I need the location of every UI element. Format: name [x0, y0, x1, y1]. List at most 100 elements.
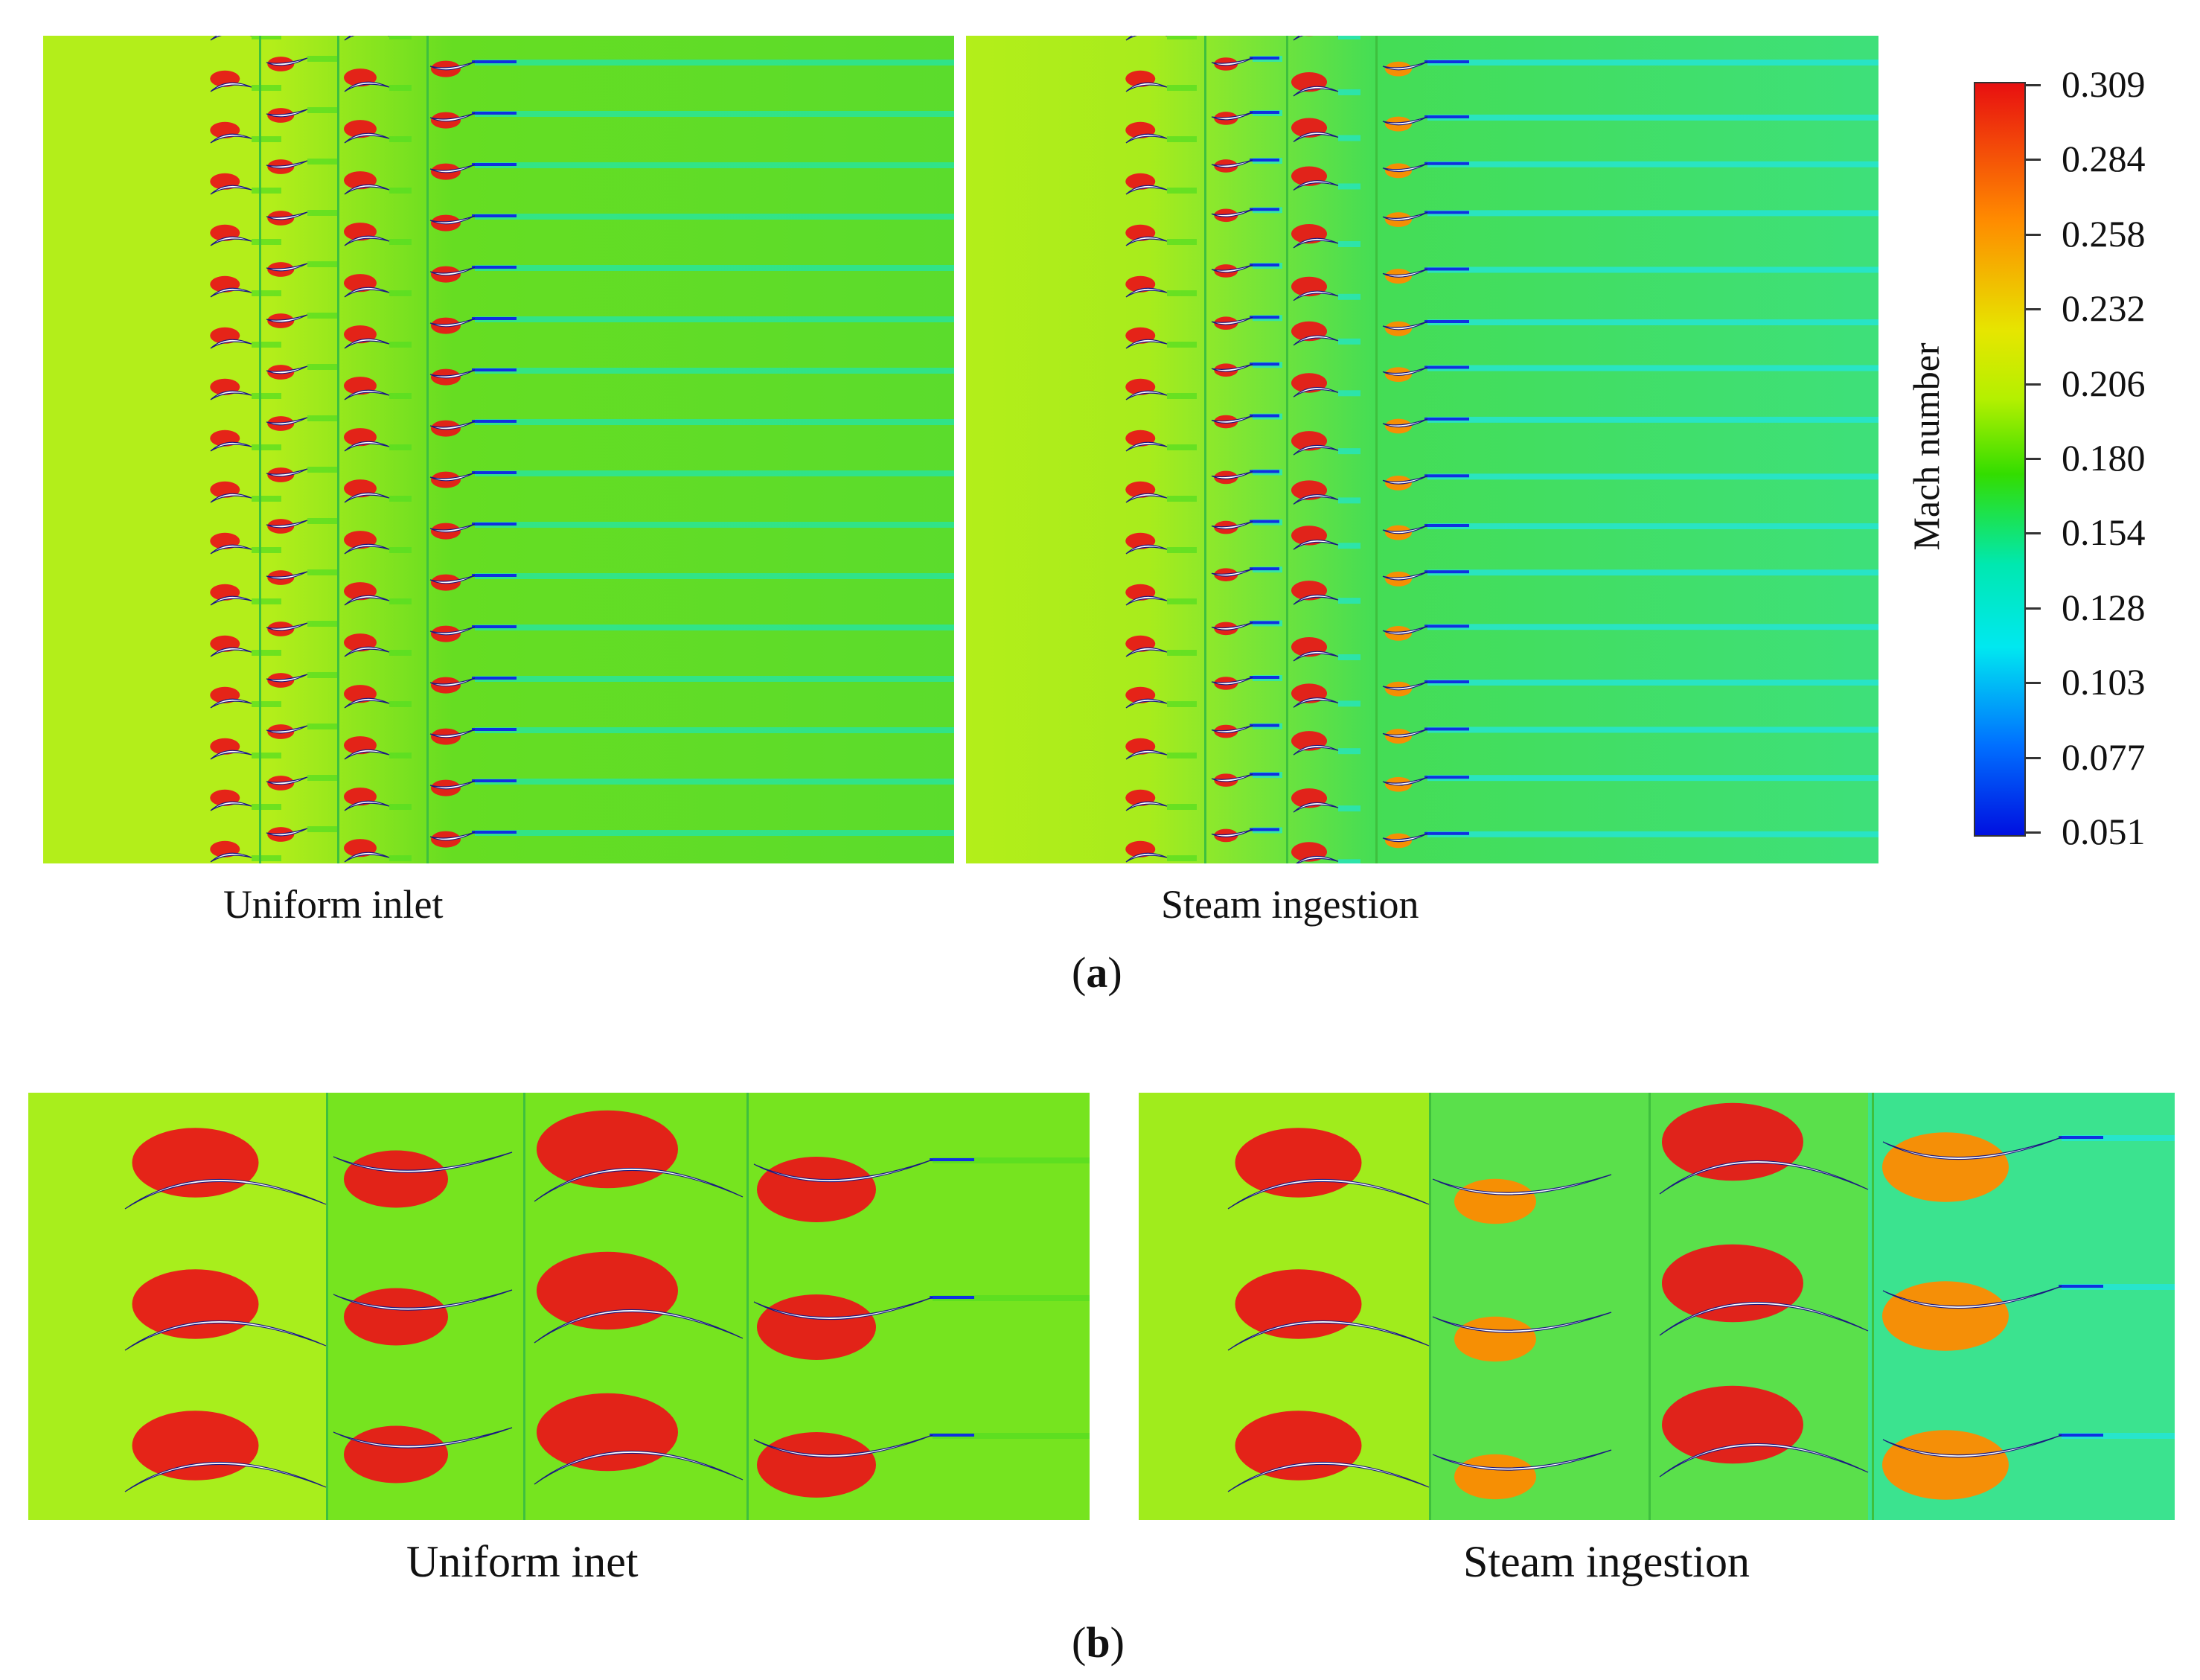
blade-profile	[534, 1450, 744, 1485]
wake-streak	[933, 1433, 1090, 1439]
wake-streak	[1427, 319, 1878, 325]
wake-streak	[389, 393, 412, 399]
blade-profile	[1211, 415, 1253, 424]
blade-profile	[1382, 475, 1428, 485]
suction-high-speed-region	[344, 1425, 448, 1483]
blue-wake	[1424, 267, 1469, 271]
blade-profile	[1211, 568, 1253, 577]
wake-streak	[1167, 239, 1197, 245]
wake-streak	[1427, 523, 1878, 529]
blade-profile	[344, 81, 390, 92]
wake-streak	[1167, 290, 1197, 296]
wake-streak	[389, 547, 412, 553]
blade-profile	[1293, 744, 1339, 756]
wake-streak	[1338, 497, 1360, 504]
colorbar-tick-mark	[2026, 84, 2041, 86]
blue-wake	[1250, 316, 1279, 319]
blade-profile	[1293, 594, 1339, 605]
suction-high-speed-region	[1235, 1411, 1362, 1481]
blade-profile	[344, 338, 390, 349]
wake-streak	[475, 522, 954, 528]
blue-wake	[1250, 621, 1279, 625]
panel-label-b-close: )	[1110, 1618, 1125, 1667]
blade-profile	[344, 800, 390, 811]
blade-profile	[1293, 180, 1339, 191]
suction-high-speed-region	[344, 1150, 448, 1208]
contour-b-uniform-svg	[28, 1093, 1090, 1520]
blue-wake	[1424, 319, 1469, 323]
wake-streak	[252, 855, 281, 861]
wake-streak	[307, 107, 337, 113]
blade-profile	[266, 622, 308, 631]
blade-profile	[210, 493, 252, 503]
wake-streak	[1167, 342, 1197, 348]
wake-streak	[933, 1157, 1090, 1163]
blue-wake	[1424, 60, 1469, 63]
blue-wake	[472, 779, 517, 782]
blade-profile	[1293, 86, 1339, 97]
wake-streak	[389, 290, 412, 296]
blade-profile	[429, 318, 476, 328]
suction-high-speed-region	[1882, 1430, 2009, 1500]
blue-wake	[1424, 115, 1469, 118]
panel-label-a-letter: a	[1086, 948, 1108, 997]
blade-profile	[1659, 1443, 1869, 1478]
blue-wake	[930, 1296, 974, 1299]
suction-high-speed-region	[132, 1128, 259, 1198]
blade-profile	[1211, 363, 1253, 372]
blade-profile	[1211, 316, 1253, 325]
colorbar-tick-mark	[2026, 682, 2041, 685]
blue-wake	[472, 112, 517, 115]
blade-profile	[429, 780, 476, 790]
colorbar-tick-label: 0.206	[2062, 362, 2146, 404]
blue-wake	[472, 214, 517, 217]
blade-profile	[344, 287, 390, 298]
blade-profile	[1293, 237, 1339, 249]
stage-interface	[337, 36, 339, 863]
blue-wake	[930, 1158, 974, 1161]
wake-streak	[252, 496, 281, 502]
contour-a-uniform-svg	[43, 36, 954, 863]
blade-profile	[266, 211, 308, 220]
blade-profile	[1211, 264, 1253, 273]
wake-streak	[252, 36, 281, 39]
blue-wake	[472, 266, 517, 269]
blade-profile	[1125, 493, 1168, 503]
wake-streak	[1338, 390, 1360, 397]
blade-profile	[344, 852, 390, 863]
blue-wake	[2059, 1136, 2103, 1139]
caption-b-steam-ingestion: Steam ingestion	[1463, 1537, 1750, 1586]
wake-streak	[252, 598, 281, 604]
suction-high-speed-region	[1454, 1178, 1536, 1224]
blade-profile	[1382, 61, 1428, 71]
blue-wake	[1250, 158, 1279, 162]
blade-profile	[429, 164, 476, 173]
blade-profile	[1293, 539, 1339, 550]
blade-profile	[333, 1152, 513, 1173]
wake-streak	[1427, 365, 1878, 371]
blade-profile	[266, 314, 308, 323]
wake-streak	[2062, 1135, 2175, 1141]
blade-profile	[266, 263, 308, 272]
wake-streak	[252, 239, 281, 245]
blade-profile	[210, 544, 252, 555]
blade-profile	[124, 1320, 327, 1351]
blade-profile	[210, 133, 252, 144]
wake-streak	[307, 415, 337, 421]
wake-streak	[2062, 1284, 2175, 1290]
wake-streak	[307, 467, 337, 473]
blue-wake	[1424, 523, 1469, 527]
wake-streak	[389, 444, 412, 450]
wake-streak	[1338, 448, 1360, 455]
wake-streak	[389, 598, 412, 604]
suction-high-speed-region	[757, 1294, 876, 1360]
blade-profile	[1882, 1434, 2062, 1458]
blade-profile	[429, 266, 476, 276]
blade-profile	[124, 1178, 327, 1210]
blade-profile	[344, 492, 390, 503]
wake-streak	[1427, 679, 1878, 686]
colorbar-tick-mark	[2026, 233, 2041, 236]
wake-streak	[1167, 444, 1197, 450]
blade-profile	[1382, 681, 1428, 691]
suction-high-speed-region	[1662, 1244, 1803, 1323]
